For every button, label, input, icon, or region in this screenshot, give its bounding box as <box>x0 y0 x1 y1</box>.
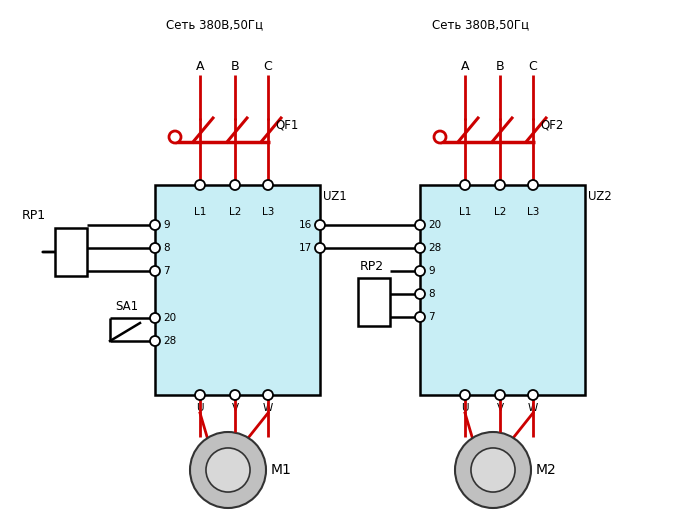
Text: 28: 28 <box>163 336 177 346</box>
Circle shape <box>150 243 160 253</box>
Text: B: B <box>496 60 504 73</box>
Circle shape <box>190 432 266 508</box>
Text: UZ2: UZ2 <box>588 190 612 203</box>
Circle shape <box>150 266 160 276</box>
Text: QF2: QF2 <box>540 118 564 132</box>
Circle shape <box>460 180 470 190</box>
Circle shape <box>150 313 160 323</box>
Text: 8: 8 <box>428 289 435 299</box>
Text: QF1: QF1 <box>275 118 298 132</box>
Text: 28: 28 <box>428 243 441 253</box>
Text: SA1: SA1 <box>115 300 138 313</box>
Circle shape <box>415 266 425 276</box>
Text: 7: 7 <box>428 312 435 322</box>
Text: A: A <box>196 60 204 73</box>
Text: 20: 20 <box>428 220 441 230</box>
Text: U: U <box>196 403 204 413</box>
Circle shape <box>263 390 273 400</box>
Text: 17: 17 <box>299 243 312 253</box>
Circle shape <box>471 448 515 492</box>
Text: 9: 9 <box>428 266 435 276</box>
Circle shape <box>315 243 325 253</box>
Circle shape <box>460 390 470 400</box>
Bar <box>358 278 390 326</box>
Text: 16: 16 <box>299 220 312 230</box>
Text: L1: L1 <box>194 207 206 217</box>
Text: L2: L2 <box>494 207 506 217</box>
Text: 7: 7 <box>163 266 170 276</box>
Text: V: V <box>496 403 504 413</box>
Circle shape <box>206 448 250 492</box>
Circle shape <box>169 131 181 143</box>
Circle shape <box>495 180 505 190</box>
Circle shape <box>415 220 425 230</box>
Circle shape <box>315 220 325 230</box>
Text: W: W <box>528 403 538 413</box>
Text: C: C <box>529 60 537 73</box>
Text: RP1: RP1 <box>22 209 46 222</box>
Bar <box>155 185 320 395</box>
Circle shape <box>415 289 425 299</box>
Text: 9: 9 <box>163 220 170 230</box>
Circle shape <box>528 180 538 190</box>
Text: 20: 20 <box>163 313 176 323</box>
Circle shape <box>263 180 273 190</box>
Text: C: C <box>263 60 272 73</box>
Text: L1: L1 <box>459 207 471 217</box>
Circle shape <box>230 390 240 400</box>
Circle shape <box>455 432 531 508</box>
Circle shape <box>195 390 205 400</box>
Circle shape <box>495 390 505 400</box>
Text: A: A <box>461 60 469 73</box>
Text: L3: L3 <box>262 207 274 217</box>
Text: 8: 8 <box>163 243 170 253</box>
Text: Сеть 380В,50Гц: Сеть 380В,50Гц <box>166 18 263 31</box>
Circle shape <box>230 180 240 190</box>
Text: M2: M2 <box>536 463 557 477</box>
Circle shape <box>528 390 538 400</box>
Text: L3: L3 <box>527 207 539 217</box>
Text: Сеть 380В,50Гц: Сеть 380В,50Гц <box>431 18 528 31</box>
Circle shape <box>195 180 205 190</box>
Circle shape <box>415 312 425 322</box>
Bar <box>55 228 87 276</box>
Circle shape <box>415 243 425 253</box>
Circle shape <box>150 336 160 346</box>
Text: RP2: RP2 <box>360 260 384 273</box>
Text: U: U <box>461 403 469 413</box>
Text: V: V <box>232 403 238 413</box>
Text: UZ1: UZ1 <box>323 190 347 203</box>
Text: L2: L2 <box>229 207 241 217</box>
Circle shape <box>150 220 160 230</box>
Text: B: B <box>231 60 239 73</box>
Text: W: W <box>263 403 273 413</box>
Bar <box>420 185 585 395</box>
Circle shape <box>434 131 446 143</box>
Text: M1: M1 <box>271 463 292 477</box>
